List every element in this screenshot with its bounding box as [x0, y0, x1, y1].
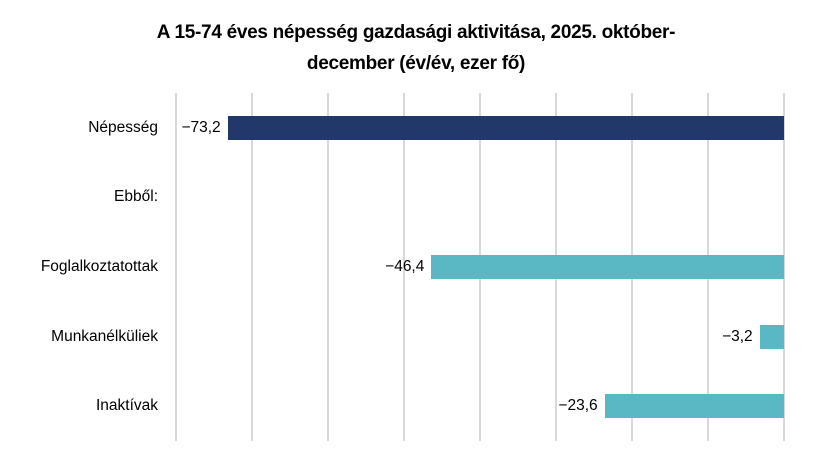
gridline: [783, 93, 785, 441]
chart-title-line: december (év/év, ezer fő): [306, 53, 526, 74]
plot-area: −73,2 −46,4 −3,2 −23,6: [175, 93, 785, 441]
value-label: −3,2: [722, 327, 753, 345]
category-label: Inaktívak: [95, 397, 158, 415]
bar: [759, 324, 784, 349]
gridline: [251, 93, 253, 441]
value-label: −23,6: [558, 397, 598, 415]
bar: [604, 394, 784, 419]
bar: [431, 255, 784, 279]
gridline: [175, 93, 177, 441]
category-label: Foglalkoztatottak: [40, 258, 158, 275]
value-label: −73,2: [181, 118, 221, 136]
gridline: [403, 93, 405, 441]
value-label: −46,4: [385, 258, 425, 275]
category-label: Munkanélküliek: [51, 327, 158, 345]
category-label: Népesség: [88, 118, 158, 136]
bar: [227, 115, 784, 140]
chart-title-line: A 15-74 éves népesség gazdasági aktivitá…: [156, 22, 676, 43]
chart-title: A 15-74 éves népesség gazdasági aktivitá…: [0, 17, 832, 79]
category-label: Ebből:: [114, 188, 158, 206]
gridline: [327, 93, 329, 441]
